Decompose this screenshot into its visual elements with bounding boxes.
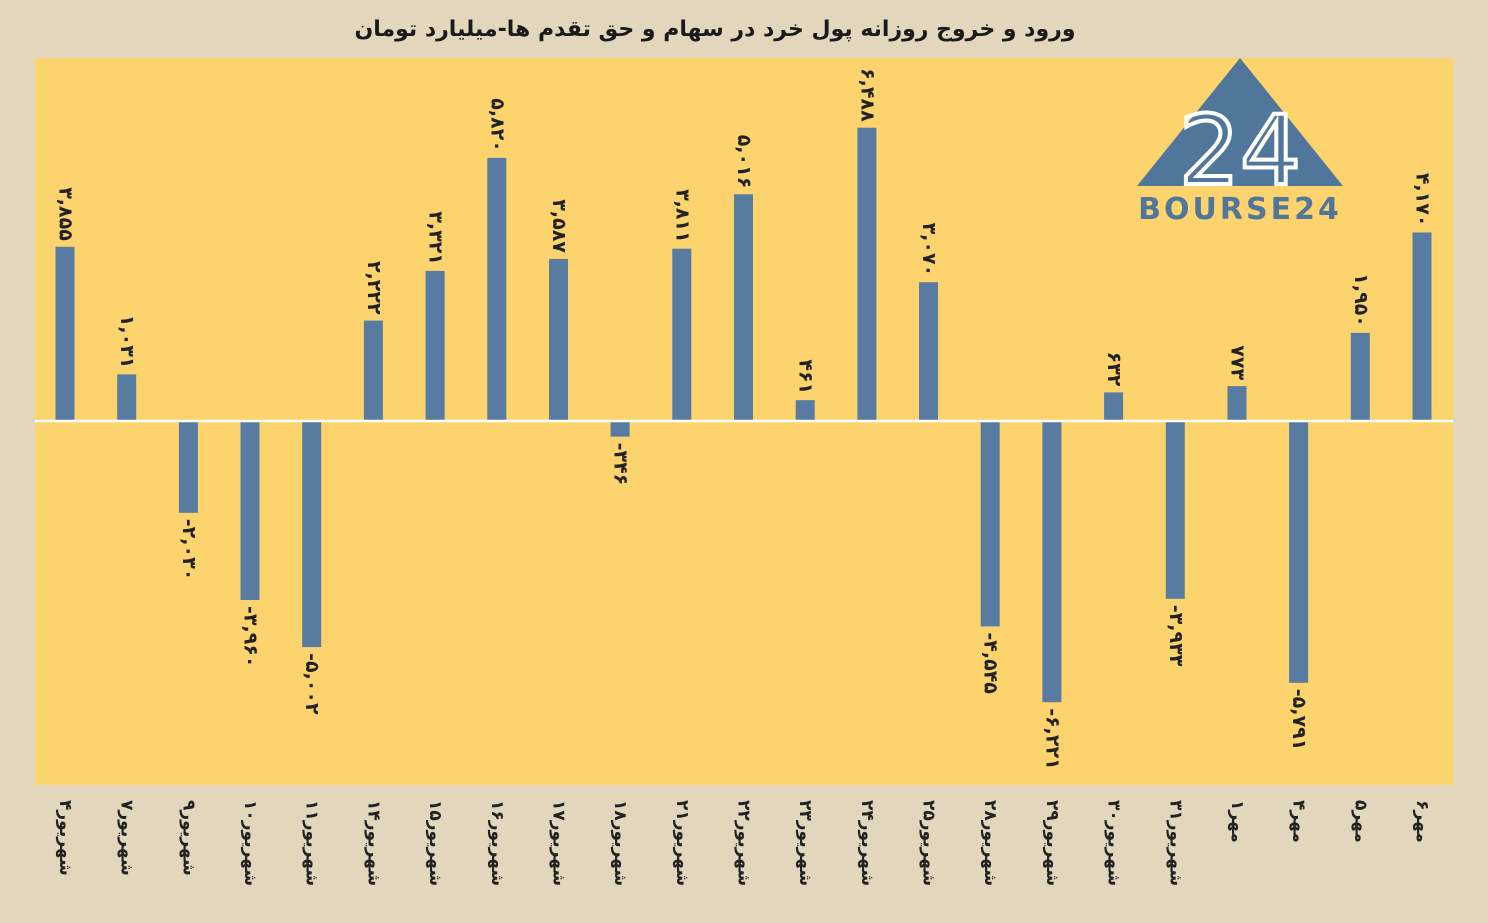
value-labels: ۳,۸۵۵ ۱,۰۳۱ -۲,۰۳۰ -۳,۹۶۰ -۵,۰۰۲ ۲,۲۲۲ ۳,۳۲۱ ۵,…	[55, 68, 1434, 770]
bar	[610, 421, 630, 437]
bars	[55, 127, 1432, 703]
category-labels: ۴شهریور ۷شهریور ۹شهریور ۱۰شهریور ۱۱شهریور ۱۴ش…	[55, 800, 1432, 886]
category-label: ۱۷شهریور	[549, 800, 569, 886]
value-label: ۱,۰۳۱	[116, 315, 138, 369]
category-label: ۲۳شهریور	[795, 800, 815, 886]
value-label: ۱,۹۵۰	[1350, 273, 1372, 327]
bar	[857, 127, 877, 421]
value-label: ۳,۳۲۱	[425, 211, 447, 265]
category-label: ۴مهر	[1289, 800, 1309, 843]
category-label: ۱۶شهریور	[487, 800, 507, 886]
value-label: ۷۷۳	[1227, 345, 1249, 380]
category-label: ۱۰شهریور	[240, 800, 260, 886]
bar	[1104, 392, 1124, 421]
category-label: ۲۵شهریور	[919, 800, 939, 886]
category-label: ۲۲شهریور	[734, 800, 754, 886]
bar	[980, 421, 1000, 627]
category-label: ۴شهریور	[55, 800, 75, 876]
bar	[363, 320, 383, 421]
bar	[302, 421, 322, 648]
category-label: ۲۸شهریور	[980, 800, 1000, 886]
category-label: ۳۱شهریور	[1165, 800, 1185, 886]
bar	[117, 374, 137, 421]
value-label: -۵,۷۹۱	[1288, 689, 1310, 751]
category-label: ۵مهر	[1350, 800, 1370, 843]
value-label: ۲,۲۲۲	[363, 261, 385, 315]
value-label: -۳,۹۶۰	[240, 606, 262, 668]
value-label: ۵,۸۲۰	[486, 98, 508, 152]
value-label: ۳,۸۱۱	[671, 189, 693, 243]
value-label: -۶,۲۲۱	[1041, 708, 1063, 770]
value-label: ۴,۱۷۰	[1412, 173, 1434, 227]
value-label: ۶۳۲	[1103, 352, 1125, 387]
bar	[1289, 421, 1309, 683]
category-label: ۲۱شهریور	[672, 800, 692, 886]
value-label: -۴,۵۴۵	[980, 632, 1002, 694]
bourse24-logo: 24 BOURSE24	[1137, 58, 1343, 227]
bar	[795, 400, 815, 421]
category-label: ۳۰شهریور	[1104, 800, 1124, 886]
category-label: ۱مهر	[1227, 800, 1247, 843]
chart-title: ورود و خروج روزانه پول خرد در سهام و حق …	[354, 17, 1075, 42]
category-label: ۷شهریور	[117, 800, 137, 876]
value-label: ۶,۴۸۸	[856, 68, 878, 122]
category-label: ۱۴شهریور	[363, 800, 383, 886]
bar	[672, 248, 692, 421]
bar	[178, 421, 198, 513]
logo-triangle	[1137, 58, 1343, 186]
bar	[1412, 232, 1432, 421]
category-label: ۲۹شهریور	[1042, 800, 1062, 886]
value-label: ۳,۸۵۵	[55, 187, 77, 241]
bar	[240, 421, 260, 600]
bar	[1165, 421, 1185, 599]
bar	[734, 194, 753, 421]
bar	[487, 157, 507, 421]
bar	[55, 246, 75, 421]
category-label: ۱۸شهریور	[610, 800, 630, 886]
bar	[1227, 386, 1247, 421]
value-label: -۲,۰۳۰	[178, 519, 200, 581]
value-label: -۳,۹۳۳	[1165, 605, 1187, 667]
bar	[919, 282, 938, 421]
bar	[425, 270, 445, 421]
logo-text: BOURSE24	[1138, 192, 1342, 227]
category-label: ۱۵شهریور	[425, 800, 445, 886]
bar	[1042, 421, 1062, 703]
category-label: ۶مهر	[1412, 800, 1432, 843]
value-label: ۳,۰۷۰	[918, 223, 940, 277]
value-label: -۵,۰۰۲	[301, 653, 323, 715]
category-label: ۹شهریور	[178, 800, 198, 876]
value-label: ۳,۵۸۷	[548, 199, 570, 253]
bar	[549, 258, 568, 421]
value-label: ۴۶۱	[795, 359, 817, 394]
value-label: -۳۴۶	[610, 443, 632, 486]
logo-mark: 24	[1179, 95, 1301, 207]
value-label: ۵,۰۱۶	[733, 135, 755, 189]
bar	[1350, 332, 1370, 421]
category-label: ۱۱شهریور	[302, 800, 322, 886]
category-label: ۲۴شهریور	[857, 800, 877, 886]
